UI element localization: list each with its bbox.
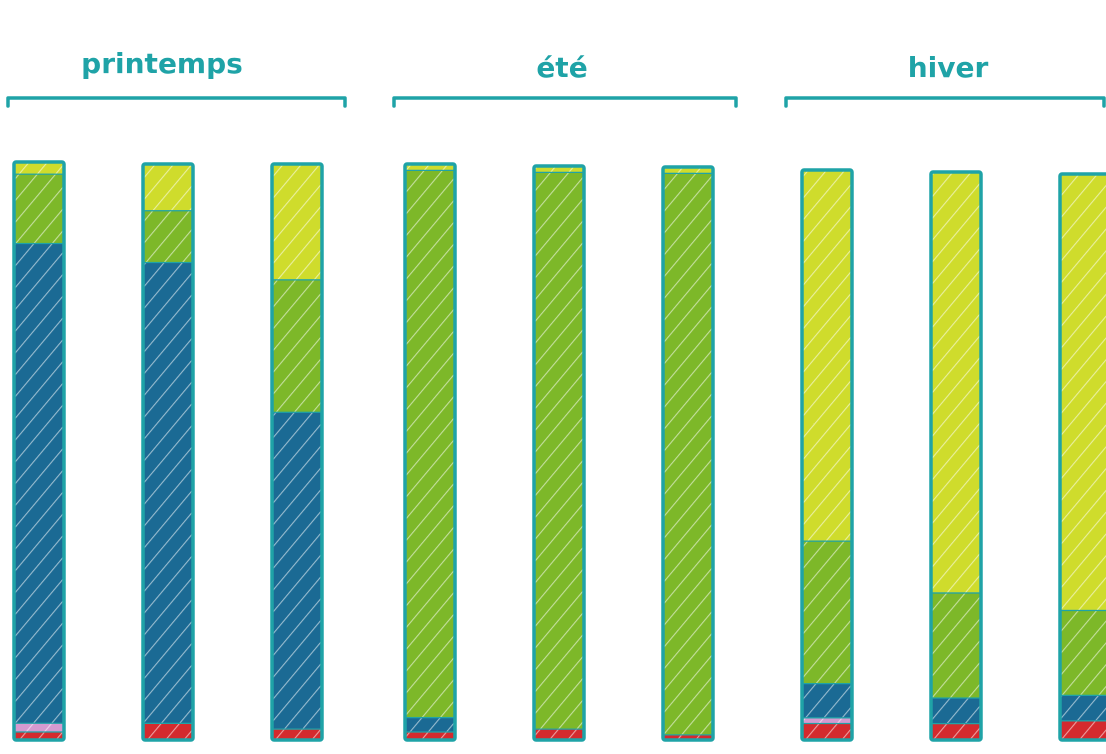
bar-5 [532, 164, 586, 742]
segment-texture-blue-3 [272, 411, 322, 729]
bar-outline-1 [12, 160, 66, 742]
bar-outline-4 [403, 162, 457, 742]
segment-texture-red-2 [143, 722, 193, 740]
segment-texture-blue-4 [405, 716, 455, 732]
bar-outline-7 [800, 168, 854, 742]
segment-texture-blue-8 [931, 697, 981, 723]
bar-4 [403, 162, 457, 742]
segment-texture-pink-1 [14, 722, 64, 732]
bar-outline-5 [532, 164, 586, 742]
group-bracket-1 [6, 96, 347, 108]
segment-texture-red-9 [1060, 720, 1106, 740]
segment-texture-red-8 [931, 722, 981, 740]
group-label-2: été [536, 51, 587, 84]
bar-6 [661, 165, 715, 742]
group-label-3: hiver [908, 51, 989, 84]
segment-texture-green-8 [931, 592, 981, 698]
segment-texture-green-7 [802, 540, 852, 683]
bar-2 [141, 162, 195, 742]
group-bracket-2 [392, 96, 738, 108]
segment-texture-green-1 [14, 173, 64, 243]
bar-outline-8 [929, 170, 983, 742]
bar-3 [270, 162, 324, 742]
segment-texture-yellow-1 [14, 162, 64, 174]
segment-texture-green-4 [405, 169, 455, 717]
segment-texture-green-3 [272, 279, 322, 412]
segment-texture-blue-9 [1060, 694, 1106, 721]
group-bracket-3 [784, 96, 1106, 108]
segment-texture-yellow-6 [663, 167, 713, 173]
bar-8 [929, 170, 983, 742]
segment-texture-yellow-8 [931, 172, 981, 593]
group-label-1: printemps [81, 47, 243, 80]
segment-texture-yellow-4 [405, 164, 455, 170]
segment-texture-blue-1 [14, 242, 64, 723]
segment-texture-green-2 [143, 210, 193, 262]
bar-9 [1058, 172, 1106, 742]
segment-texture-yellow-2 [143, 164, 193, 211]
segment-texture-red-5 [534, 728, 584, 740]
segment-texture-pink-7 [802, 717, 852, 723]
segment-texture-green-9 [1060, 609, 1106, 695]
segment-texture-red-4 [405, 731, 455, 740]
bar-7 [800, 168, 854, 742]
segment-texture-red-7 [802, 722, 852, 740]
segment-texture-yellow-7 [802, 170, 852, 541]
segment-texture-blue-7 [802, 683, 852, 718]
segment-texture-red-3 [272, 728, 322, 740]
segment-texture-green-6 [663, 172, 713, 735]
segment-texture-yellow-3 [272, 164, 322, 280]
segment-texture-blue-2 [143, 261, 193, 723]
bar-outline-2 [141, 162, 195, 742]
segment-texture-green-5 [534, 171, 584, 729]
segment-texture-red-1 [14, 731, 64, 740]
segment-texture-red-6 [663, 734, 713, 740]
bar-1 [12, 160, 66, 742]
bar-outline-9 [1058, 172, 1106, 742]
segment-texture-yellow-5 [534, 166, 584, 172]
bar-outline-6 [661, 165, 715, 742]
segment-texture-yellow-9 [1060, 174, 1106, 610]
bar-outline-3 [270, 162, 324, 742]
